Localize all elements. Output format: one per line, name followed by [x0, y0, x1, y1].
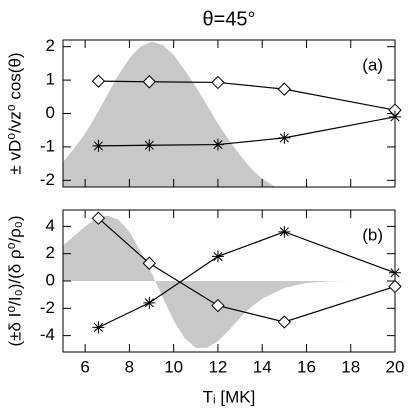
y-tick-label: 1	[46, 70, 55, 89]
y-tick-label: 0	[46, 103, 55, 122]
star-marker	[278, 131, 291, 144]
x-tick-label: 10	[164, 357, 183, 376]
y-axis-label: ± vD⁰/vz⁰ cos(θ)	[5, 52, 24, 174]
plot-area	[63, 215, 395, 348]
diamond-marker	[91, 211, 106, 225]
star-marker	[143, 139, 156, 152]
x-tick-label: 20	[386, 357, 405, 376]
panel-label: (b)	[362, 225, 383, 244]
shaded-area	[63, 41, 276, 187]
y-tick-label: 4	[46, 216, 55, 235]
star-marker	[389, 266, 401, 279]
diamond-marker	[277, 82, 292, 96]
y-axis-label: (±δ I⁰/I₀)/(δ ρ⁰/ρ₀)	[5, 215, 24, 346]
x-tick-label: 14	[253, 357, 272, 376]
plot-area	[63, 41, 276, 187]
x-tick-label: 6	[80, 357, 89, 376]
diamond-marker	[142, 256, 157, 270]
diamond-marker	[91, 74, 106, 88]
x-tick-label: 8	[125, 357, 134, 376]
y-tick-label: -1	[40, 136, 55, 155]
star-marker	[389, 110, 401, 123]
y-tick-label: -2	[40, 170, 55, 189]
star-marker	[143, 296, 156, 309]
x-tick-label: 18	[341, 357, 360, 376]
diamond-marker	[388, 279, 402, 294]
y-tick-label: 2	[46, 36, 55, 55]
diamond-marker	[211, 75, 225, 90]
chart-title: θ=45°	[202, 8, 255, 30]
shaded-area	[63, 215, 395, 348]
star-marker	[92, 139, 105, 152]
y-tick-label: -2	[40, 298, 55, 317]
x-axis-label: Tᵢ [MK]	[203, 387, 256, 406]
star-marker	[211, 138, 224, 151]
y-tick-label: -4	[40, 325, 55, 344]
x-tick-label: 16	[297, 357, 316, 376]
star-marker	[92, 321, 105, 334]
x-tick-label: 12	[208, 357, 227, 376]
panel-label: (a)	[362, 55, 383, 74]
star-marker	[278, 225, 291, 238]
diamond-marker	[277, 315, 292, 329]
diamond-marker	[142, 75, 157, 89]
y-tick-label: 0	[46, 270, 55, 289]
star-marker	[211, 250, 224, 263]
y-tick-label: 2	[46, 243, 55, 262]
diamond-marker	[211, 298, 225, 313]
